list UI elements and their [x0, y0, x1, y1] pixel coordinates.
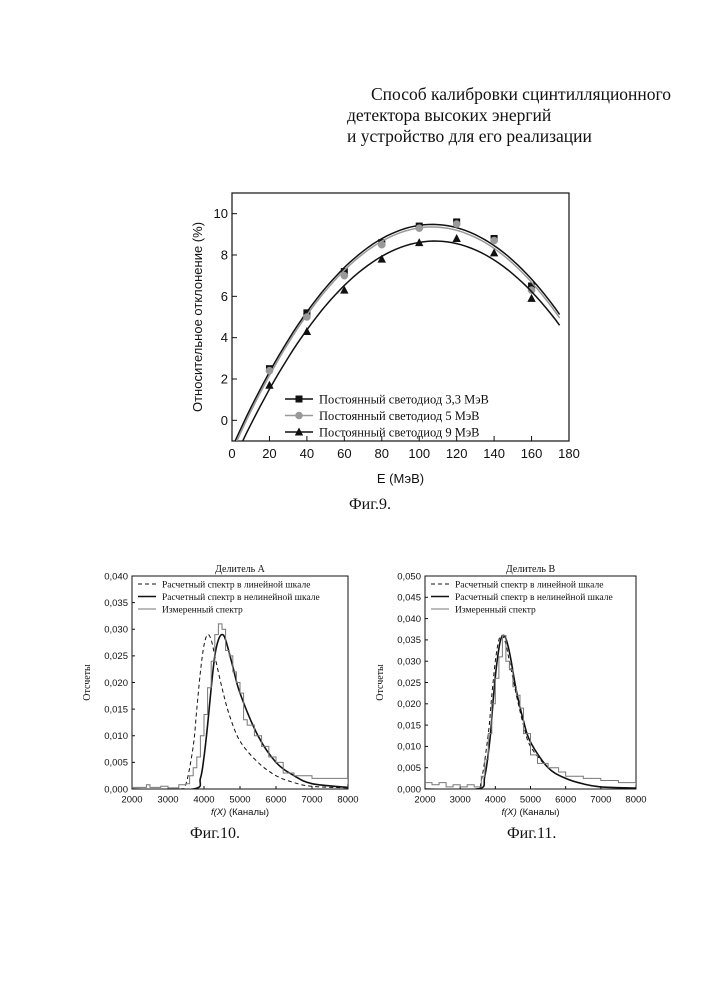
caption-fig10: Фиг.10. — [190, 825, 240, 843]
data-point-triangle — [452, 234, 460, 242]
x-tick-label: 4000 — [193, 795, 214, 806]
x-tick-label: 180 — [558, 446, 580, 461]
x-tick-label: 6000 — [555, 795, 576, 806]
legend-label: Расчетный спектр в нелинейной шкале — [455, 592, 613, 603]
y-tick-label: 0,000 — [397, 784, 421, 795]
y-tick-label: 0,000 — [104, 784, 128, 795]
series-measured — [132, 624, 348, 788]
legend-label: Постоянный светодиод 5 МэВ — [319, 409, 480, 423]
y-tick-label: 6 — [221, 289, 228, 304]
x-tick-label: 140 — [483, 446, 505, 461]
y-axis-label: Отсчеты — [375, 664, 386, 701]
y-tick-label: 0,020 — [104, 678, 128, 689]
series-linear-calc — [425, 635, 636, 789]
y-tick-label: 0,030 — [104, 625, 128, 636]
legend-label: Расчетный спектр в линейной шкале — [162, 580, 310, 591]
y-tick-label: 4 — [221, 330, 228, 345]
data-point-circle — [415, 224, 423, 232]
x-tick-label: 5000 — [229, 795, 250, 806]
y-tick-label: 0,005 — [397, 763, 421, 774]
y-tick-label: 0 — [221, 413, 228, 428]
x-axis-label-italic: f(X) — [502, 807, 520, 818]
data-point-circle — [303, 313, 311, 321]
x-tick-label: 4000 — [485, 795, 506, 806]
legend-label: Измеренный спектр — [455, 605, 536, 616]
chart-fig9: 0 20 40 60 80 100 120 140 160 180 0 2 4 6 8 10 E (МэВ) От… — [190, 193, 580, 486]
y-tick-label: 0,010 — [104, 731, 128, 742]
x-tick-label: 6000 — [265, 795, 286, 806]
y-tick-label: 0,020 — [397, 699, 421, 710]
y-tick-label: 10 — [214, 206, 228, 221]
data-point-triangle — [340, 286, 348, 294]
y-tick-label: 0,035 — [397, 635, 421, 646]
x-tick-label: 40 — [300, 446, 314, 461]
y-tick-label: 0,035 — [104, 598, 128, 609]
x-tick-label: 160 — [521, 446, 543, 461]
legend-marker — [295, 412, 303, 420]
y-tick-label: 0,010 — [397, 742, 421, 753]
caption-fig11: Фиг.11. — [507, 825, 556, 843]
legend-label: Постоянный светодиод 9 МэВ — [319, 426, 480, 440]
chart-fig11: 2000 3000 4000 5000 6000 7000 8000 0,000 0,005 0,… — [375, 564, 647, 818]
y-tick-label: 0,030 — [397, 657, 421, 668]
data-point-circle — [453, 220, 461, 228]
x-tick-label: 8000 — [337, 795, 358, 806]
y-tick-label: 0,015 — [104, 704, 128, 715]
x-tick-label: 0 — [228, 446, 235, 461]
y-tick-label: 0,025 — [104, 651, 128, 662]
x-tick-label: 20 — [262, 446, 276, 461]
x-axis-label: E (МэВ) — [377, 471, 424, 486]
data-point-circle — [490, 237, 498, 245]
x-tick-label: 60 — [337, 446, 351, 461]
x-tick-label: 3000 — [157, 795, 178, 806]
y-tick-label: 0,045 — [397, 593, 421, 604]
chart-title: Делитель А — [215, 564, 266, 575]
y-axis-label: Относительное отклонение (%) — [190, 222, 205, 412]
legend-marker — [296, 396, 303, 403]
x-axis-label-units: (Каналы) — [229, 807, 269, 818]
x-tick-label: 7000 — [301, 795, 322, 806]
series-measured — [425, 636, 636, 787]
y-tick-label: 2 — [221, 372, 228, 387]
x-axis-label-italic: f(X) — [211, 807, 229, 818]
legend-label: Расчетный спектр в линейной шкале — [455, 580, 603, 591]
legend-label: Измеренный спектр — [162, 605, 243, 616]
series-nonlinear-calc — [132, 635, 348, 790]
x-axis-label: f(X) (Каналы) — [211, 807, 269, 818]
x-tick-label: 100 — [408, 446, 430, 461]
series-nonlinear-calc — [425, 635, 636, 790]
x-tick-label: 120 — [446, 446, 468, 461]
x-tick-label: 2000 — [414, 795, 435, 806]
data-point-circle — [341, 272, 349, 280]
y-tick-label: 0,025 — [397, 678, 421, 689]
caption-fig9: Фиг.9. — [349, 496, 391, 514]
y-tick-label: 0,040 — [397, 614, 421, 625]
x-tick-label: 5000 — [520, 795, 541, 806]
legend-label: Постоянный светодиод 3,3 МэВ — [319, 393, 489, 407]
x-tick-label: 8000 — [625, 795, 646, 806]
y-tick-label: 0,015 — [397, 720, 421, 731]
x-tick-label: 7000 — [590, 795, 611, 806]
x-axis-label: f(X) (Каналы) — [502, 807, 560, 818]
y-tick-label: 8 — [221, 248, 228, 263]
y-tick-label: 0,005 — [104, 758, 128, 769]
data-point-triangle — [303, 327, 311, 335]
legend-label: Расчетный спектр в нелинейной шкале — [162, 592, 320, 603]
chart-title: Делитель В — [506, 564, 556, 575]
x-tick-label: 80 — [375, 446, 389, 461]
x-tick-label: 3000 — [450, 795, 471, 806]
y-tick-label: 0,050 — [397, 571, 421, 582]
data-point-circle — [528, 286, 536, 294]
data-point-circle — [378, 241, 386, 249]
y-tick-label: 0,040 — [104, 571, 128, 582]
chart-fig10: 2000 3000 4000 5000 6000 7000 8000 0,000 0,005 0,… — [82, 564, 359, 818]
x-tick-label: 2000 — [121, 795, 142, 806]
x-axis-label-units: (Каналы) — [519, 807, 559, 818]
y-axis-label: Отсчеты — [82, 664, 93, 701]
data-point-circle — [266, 367, 274, 375]
series-linear-calc — [132, 634, 348, 789]
